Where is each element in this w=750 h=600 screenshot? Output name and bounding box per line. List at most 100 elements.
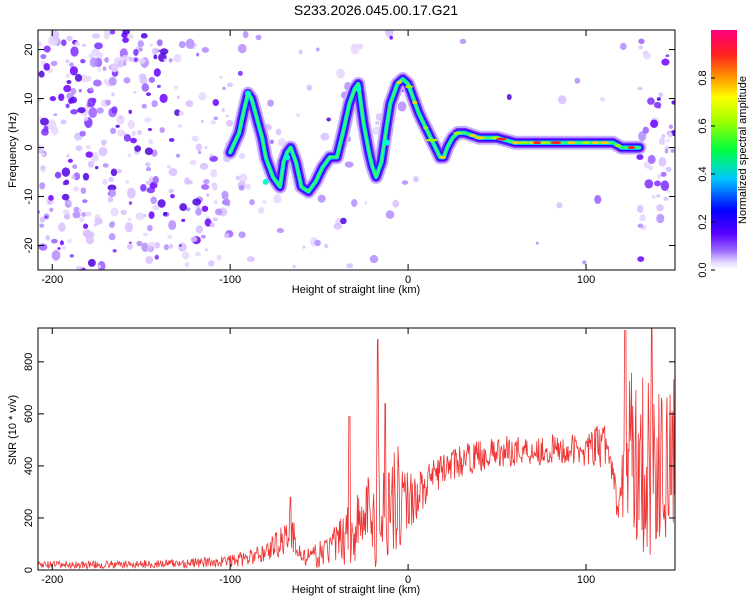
spectrogram-noise-mark: [44, 215, 48, 219]
spectrogram-noise-mark: [38, 144, 45, 153]
spectrogram-noise-mark: [109, 30, 116, 35]
spectrogram-frame: [37, 29, 676, 271]
spectrogram-noise-mark: [145, 256, 154, 265]
spectrogram-noise-mark: [375, 120, 380, 125]
spectrogram-noise-mark: [62, 209, 70, 215]
spectrogram-noise-mark: [249, 199, 255, 206]
spectrogram-noise-mark: [666, 139, 670, 143]
spectrogram-hotspot: [529, 141, 534, 145]
spectrogram-noise-mark: [71, 175, 76, 180]
spectrogram-hotspot: [550, 141, 562, 145]
spectrogram-noise-mark: [574, 77, 581, 84]
spectrogram-noise-mark: [179, 203, 187, 212]
spectrogram-noise-mark: [89, 87, 94, 92]
spectrogram-hotspot: [474, 136, 485, 140]
spectrogram-noise-mark: [238, 173, 248, 184]
spectrogram-ridge: [223, 72, 647, 199]
spectrogram-noise-mark: [157, 199, 166, 208]
spectrogram-y-tick-label: 0: [23, 144, 35, 150]
spectrogram-noise-mark: [314, 239, 321, 247]
spectrogram-noise-mark: [185, 207, 191, 212]
spectrogram-noise-mark: [594, 194, 602, 204]
spectrogram-noise-mark: [136, 240, 143, 247]
spectrogram-y-tick-label: 10: [23, 92, 35, 104]
spectrogram-hotspot: [453, 131, 462, 135]
spectrogram-noise-mark: [67, 239, 73, 244]
spectrogram-noise-mark: [181, 218, 186, 222]
colorbar-bar: [711, 30, 737, 270]
spectrogram-noise-mark: [94, 42, 103, 50]
spectrogram-noise-mark: [128, 241, 132, 244]
spectrogram-noise-mark: [199, 162, 209, 170]
spectrogram-noise-mark: [242, 30, 249, 39]
spectrogram-noise-mark: [61, 39, 67, 47]
spectrogram-noise-mark: [97, 67, 102, 72]
spectrogram-noise-mark: [135, 212, 145, 221]
spectrogram-noise-mark: [145, 162, 151, 167]
snr-x-tick-label: -200: [41, 574, 63, 586]
spectrogram-noise-mark: [73, 186, 79, 192]
spectrogram-noise-mark: [636, 154, 644, 160]
spectrogram-noise-mark: [638, 38, 645, 45]
spectrogram-noise-mark: [73, 206, 80, 212]
snr-y-tick-label: 400: [23, 457, 35, 475]
colorbar-tick-label: 0.4: [697, 166, 709, 181]
spectrogram-noise-mark: [320, 132, 330, 141]
spectrogram-noise-mark: [665, 166, 672, 172]
spectrogram-noise-mark: [226, 82, 233, 88]
spectrogram-noise-mark: [88, 53, 95, 59]
spectrogram-noise-mark: [647, 97, 655, 105]
spectrogram-x-label: Height of straight line (km): [292, 284, 420, 296]
snr-x-tick-label: 0: [405, 574, 411, 586]
spectrogram-noise-mark: [194, 251, 202, 257]
spectrogram-noise-mark: [389, 35, 393, 40]
spectrogram-x-tick-label: -200: [41, 274, 63, 286]
spectrogram-noise-mark: [65, 73, 71, 79]
spectrogram-noise-mark: [67, 201, 73, 205]
spectrogram-noise-mark: [174, 109, 181, 116]
spectrogram-noise-mark: [65, 59, 70, 64]
spectrogram-noise-mark: [657, 174, 662, 179]
spectrogram-noise-mark: [57, 247, 61, 250]
spectrogram-noise-mark: [340, 217, 347, 225]
spectrogram-hotspot: [244, 90, 251, 97]
spectrogram-noise-mark: [246, 256, 255, 263]
spectrogram-noise-mark: [238, 231, 246, 239]
spectrogram-noise-mark: [667, 131, 673, 138]
spectrogram-noise-mark: [120, 209, 127, 216]
spectrogram-noise-mark: [392, 199, 400, 208]
spectrogram-noise-mark: [185, 38, 195, 50]
spectrogram-noise-mark: [166, 164, 172, 169]
spectrogram-noise-mark: [58, 222, 66, 232]
spectrogram-noise-mark: [324, 243, 329, 249]
colorbar-ticks: 0.0 0.2 0.4 0.6 0.8: [697, 70, 715, 278]
spectrogram-noise-mark: [39, 223, 45, 228]
spectrogram-noise-mark: [108, 76, 117, 86]
spectrogram-noise-mark: [637, 223, 644, 229]
spectrogram-noise-mark: [168, 168, 178, 177]
spectrogram-hotspot: [412, 101, 418, 105]
spectrogram-noise-mark: [122, 37, 130, 44]
spectrogram-noise-mark: [87, 258, 96, 267]
spectrogram-noise-mark: [317, 194, 326, 203]
spectrogram-noise-mark: [326, 117, 331, 122]
spectrogram-noise-mark: [85, 151, 93, 158]
spectrogram-noise-mark: [151, 100, 158, 108]
spectrogram-noise-mark: [102, 178, 108, 186]
spectrogram-noise-mark: [670, 148, 675, 153]
spectrogram-hotspot: [405, 85, 413, 89]
spectrogram-noise-mark: [163, 58, 167, 62]
spectrogram-noise-mark: [203, 179, 210, 185]
spectrogram-noise-mark: [67, 158, 73, 163]
spectrogram-hotspot: [425, 138, 438, 142]
spectrogram-noise-mark: [315, 47, 320, 52]
spectrogram-noise-mark: [51, 238, 58, 244]
spectrogram-noise-mark: [168, 137, 175, 142]
spectrogram-noise-mark: [201, 205, 209, 212]
snr-y-tick-label: 800: [23, 353, 35, 371]
colorbar-tick-label: 0.6: [697, 118, 709, 133]
spectrogram-noise-mark: [108, 233, 116, 241]
spectrogram-noise-mark: [154, 241, 161, 249]
spectrogram-noise-mark: [77, 107, 86, 114]
